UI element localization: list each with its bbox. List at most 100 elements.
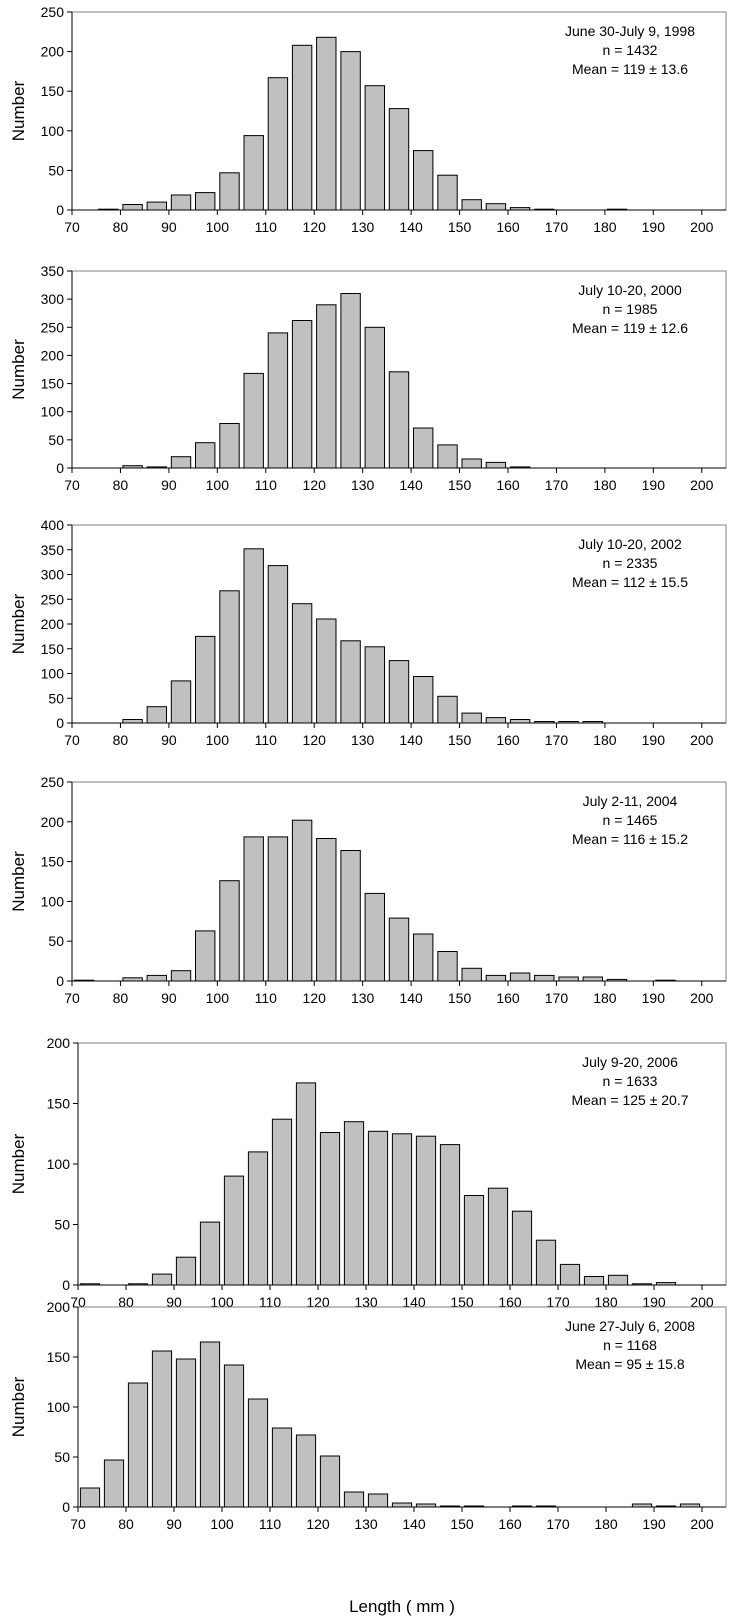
x-tick-label: 110 [255,219,278,235]
histogram-bar [463,1195,485,1286]
x-tick-label: 160 [498,1516,522,1532]
histogram-bar [511,1210,533,1286]
y-tick-label: 250 [41,774,65,790]
x-tick-label: 150 [448,477,472,493]
chart-panel-5: 0 50 100 150 200 70 80 90 100 110 120 130 140 150 160 1… [9,1035,727,1310]
histogram-bar [439,1144,461,1286]
x-tick-label: 90 [161,732,177,748]
x-tick-label: 100 [206,990,230,1006]
annotation-line: n = 1168 [603,1337,657,1353]
y-axis-label: Number [9,593,28,654]
histogram-bar [388,917,410,982]
annotation-line: Mean = 95 ± 15.8 [575,1356,684,1372]
x-tick-label: 170 [545,219,569,235]
histogram-bar [413,150,434,211]
x-tick-label: 100 [206,477,230,493]
x-tick-label: 170 [546,1516,570,1532]
x-tick-label: 180 [593,219,617,235]
x-tick-label: 70 [64,219,80,235]
chart-panel-3: 0 50 100 150 200 250 300 350 400 70 80 90 100 110 120 1… [9,517,727,748]
x-tick-label: 140 [399,477,423,493]
y-tick-label: 50 [48,933,64,949]
histogram-bar [391,1502,413,1508]
histogram-bar [199,1221,221,1286]
annotation-line: June 30-July 9, 1998 [565,23,695,39]
histogram-bar [509,972,531,982]
histogram-bar [146,706,168,724]
histogram-bar [437,444,458,469]
histogram-bar [534,974,555,982]
annotation-line: n = 1432 [603,42,658,58]
histogram-bar [291,44,313,211]
histogram-bar [170,970,192,982]
histogram-bar [291,819,313,982]
y-tick-label: 50 [54,1217,70,1233]
histogram-bar [343,1121,365,1286]
x-tick-label: 100 [206,219,230,235]
x-tick-label: 190 [642,219,666,235]
histogram-bar [267,332,289,469]
x-tick-label: 80 [113,477,129,493]
x-tick-label: 100 [210,1294,234,1310]
histogram-bar [413,676,434,724]
annotation-line: July 9-20, 2006 [582,1054,678,1070]
histogram-bar [223,1175,245,1286]
histogram-bar [146,974,168,982]
x-tick-label: 180 [593,477,617,493]
x-tick-label: 90 [161,477,177,493]
y-axis-label: Number [9,1133,28,1194]
histogram-bar [340,293,361,469]
x-tick-label: 160 [498,1294,522,1310]
histogram-bar [170,194,192,211]
annotation-line: n = 1633 [603,1073,658,1089]
x-tick-label: 200 [690,477,714,493]
x-tick-label: 130 [354,1294,378,1310]
chart-panel-2: 0 50 100 150 200 250 300 350 70 80 90 100 110 120 130 1… [9,263,727,493]
histogram-bar [437,174,458,211]
histogram-bar [195,442,216,469]
histogram-bar [151,1350,173,1508]
x-tick-label: 180 [593,990,617,1006]
y-tick-label: 100 [41,893,65,909]
histogram-bar [388,660,410,724]
histogram-bar [219,423,240,469]
histogram-bar [103,1459,125,1508]
x-tick-label: 110 [255,732,278,748]
histogram-bar [582,976,603,982]
x-tick-label: 140 [402,1516,426,1532]
x-tick-label: 110 [259,1516,282,1532]
histogram-bar [243,135,264,211]
x-tick-label: 160 [496,219,520,235]
histogram-bar [267,565,289,724]
histogram-bar [195,635,216,724]
x-tick-label: 130 [351,477,375,493]
x-tick-label: 80 [113,732,129,748]
x-tick-label: 170 [545,477,569,493]
y-tick-label: 200 [41,347,65,363]
y-tick-label: 200 [41,44,65,60]
histogram-bar [146,201,168,211]
annotation-line: June 27-July 6, 2008 [565,1318,695,1334]
x-tick-label: 70 [70,1294,86,1310]
annotation-line: n = 1985 [603,301,658,317]
x-tick-label: 120 [303,732,327,748]
y-tick-label: 200 [47,1035,71,1051]
y-tick-label: 400 [41,517,65,533]
x-tick-label: 190 [642,1516,666,1532]
x-tick-label: 90 [161,219,177,235]
histogram-bar [487,1187,509,1286]
histogram-bar [343,1491,365,1508]
histogram-bar [199,1341,221,1508]
x-tick-label: 130 [351,990,375,1006]
x-axis-label: Length ( mm ) [349,1597,455,1616]
y-tick-label: 250 [41,4,65,20]
x-tick-label: 140 [399,990,423,1006]
x-tick-label: 200 [690,990,714,1006]
y-tick-label: 250 [41,591,65,607]
x-tick-label: 190 [642,990,666,1006]
x-tick-label: 100 [206,732,230,748]
y-tick-label: 200 [41,814,65,830]
histogram-bar [195,192,216,211]
x-tick-label: 160 [496,477,520,493]
x-tick-label: 80 [113,219,129,235]
